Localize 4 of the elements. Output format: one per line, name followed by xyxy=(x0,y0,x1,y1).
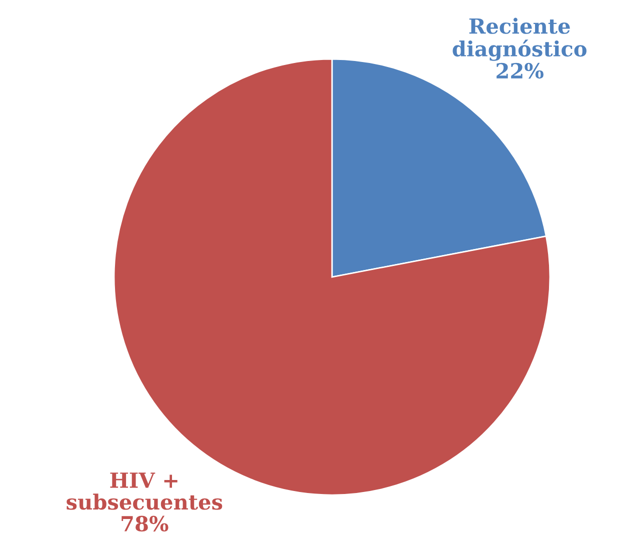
slice-label: Reciente diagnóstico xyxy=(452,18,586,61)
data-label: 22% xyxy=(496,62,544,79)
data-label: 78% xyxy=(122,516,168,532)
slice-label: HIV + subsecuentes xyxy=(66,472,222,510)
